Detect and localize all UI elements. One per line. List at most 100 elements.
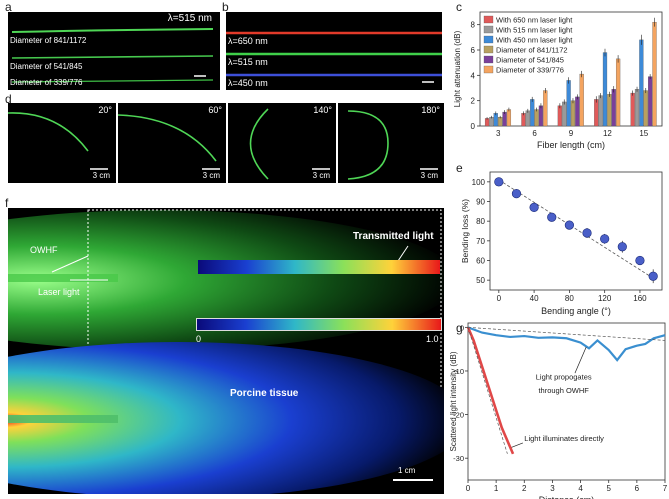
data-point [511, 189, 522, 199]
bar [639, 39, 644, 127]
x-tick-label: 12 [603, 129, 612, 138]
x-axis-label: Fiber length (cm) [537, 140, 605, 150]
bar [562, 101, 567, 127]
fiber-label-2: Diameter of 541/845 [10, 62, 83, 71]
legend-label: With 450 nm laser light [496, 36, 573, 45]
guide-line [467, 327, 508, 454]
porcine-tissue-label: Porcine tissue [230, 388, 299, 399]
y-tick-label: 90 [476, 198, 485, 207]
bar [557, 105, 562, 127]
legend-swatch [483, 55, 494, 64]
legend-label: With 650 nm laser light [496, 16, 573, 25]
y-tick-label: 60 [476, 257, 485, 266]
bar [489, 116, 494, 127]
bend-angle-20: 20° [98, 105, 112, 115]
legend-swatch [483, 35, 494, 44]
bar [543, 90, 548, 127]
bar [498, 116, 503, 127]
y-tick-label: 0 [460, 323, 464, 332]
wavelength-515-label: λ=515 nm [228, 57, 268, 67]
x-tick-label: 2 [522, 484, 527, 493]
bend-angle-140: 140° [313, 105, 332, 115]
legend-label: Diameter of 541/845 [496, 56, 564, 65]
bar [521, 113, 526, 127]
bend-scale-60: 3 cm [202, 171, 220, 180]
bar [634, 89, 640, 127]
bend-frame-180: 180° 3 cm [338, 103, 444, 183]
bar [598, 95, 603, 127]
y-tick-label: -20 [453, 411, 464, 420]
panel-d-letter: d [5, 92, 12, 106]
bar [530, 99, 535, 127]
x-tick-label: 0 [466, 484, 471, 493]
bar [566, 80, 571, 127]
data-point [648, 271, 658, 281]
bar [502, 111, 507, 127]
panel-c-chart: c 0 2 4 6 8 3 6 9 12 15 Fiber length (cm) Light att… [453, 0, 663, 150]
y-tick-label: 2 [471, 97, 476, 106]
y-axis-label: Light attenuation (dB) [453, 30, 462, 107]
fiber-label-3: Diameter of 339/776 [10, 78, 83, 87]
bend-frame-60: 60° 3 cm [118, 103, 226, 183]
bar [643, 90, 648, 127]
y-tick-label: 8 [471, 21, 476, 30]
bar [648, 76, 653, 127]
bar [602, 52, 608, 127]
x-tick-label: 15 [639, 129, 648, 138]
bend-angle-60: 60° [208, 105, 222, 115]
x-tick-label: 3 [550, 484, 555, 493]
bar [493, 113, 498, 127]
y-axis-label: Bending loss (%) [460, 199, 470, 263]
x-tick-label: 6 [635, 484, 640, 493]
y-tick-label: 50 [476, 276, 485, 285]
wavelength-650-label: λ=650 nm [228, 36, 268, 46]
series-line-0 [467, 326, 666, 362]
annotation-owhf-1: Light propogates [536, 373, 592, 382]
data-point [564, 220, 574, 230]
data-point [547, 212, 557, 222]
bend-frame-20: 20° 3 cm [8, 103, 116, 183]
annotation-direct: Light illuminates directly [524, 434, 604, 443]
bar [534, 109, 539, 127]
y-tick-label: 6 [471, 46, 476, 55]
bar [575, 96, 580, 127]
data-point [529, 202, 539, 213]
legend-label: Diameter of 339/776 [496, 66, 564, 75]
panel-c-letter: c [456, 0, 462, 14]
x-tick-label: 7 [663, 484, 668, 493]
data-point [617, 242, 627, 252]
x-axis-label: Bending angle (°) [541, 306, 611, 316]
wavelength-label: λ=515 nm [167, 13, 212, 24]
x-axis-label: Distance (cm) [539, 495, 595, 499]
bar [579, 73, 584, 127]
x-tick-label: 4 [578, 484, 583, 493]
laser-light-label: Laser light [38, 287, 80, 297]
y-axis-label: Scattered light intensity (dB) [449, 351, 458, 451]
colorbar-max: 1.0 [426, 334, 439, 344]
x-tick-label: 1 [494, 484, 499, 493]
fiber-label-1: Diameter of 841/1172 [10, 36, 87, 45]
annotation-arrow [574, 346, 587, 374]
x-tick-label: 40 [530, 294, 539, 303]
scale-bar-1cm: 1 cm [398, 466, 416, 475]
panel-a-letter: a [5, 0, 12, 14]
y-tick-label: 0 [471, 122, 476, 131]
plot-frame [489, 171, 663, 291]
annotation-arrow [511, 442, 524, 448]
series-line-1 [466, 326, 515, 455]
bend-scale-180: 3 cm [420, 171, 438, 180]
bar [630, 92, 635, 127]
x-tick-label: 80 [565, 294, 574, 303]
x-tick-label: 3 [496, 129, 501, 138]
annotation-owhf-2: through OWHF [538, 386, 589, 395]
x-tick-label: 6 [532, 129, 537, 138]
bar [611, 89, 616, 127]
legend-label: With 515 nm laser light [496, 26, 573, 35]
plot-frame [467, 322, 666, 481]
colorbar [196, 318, 442, 331]
trend-line [498, 179, 654, 279]
panel-f-image: OWHF Laser light Transmitted light Porci… [8, 208, 444, 494]
bar [570, 100, 576, 127]
panel-f-letter: f [5, 196, 9, 210]
legend-label: Diameter of 841/1172 [496, 46, 568, 55]
